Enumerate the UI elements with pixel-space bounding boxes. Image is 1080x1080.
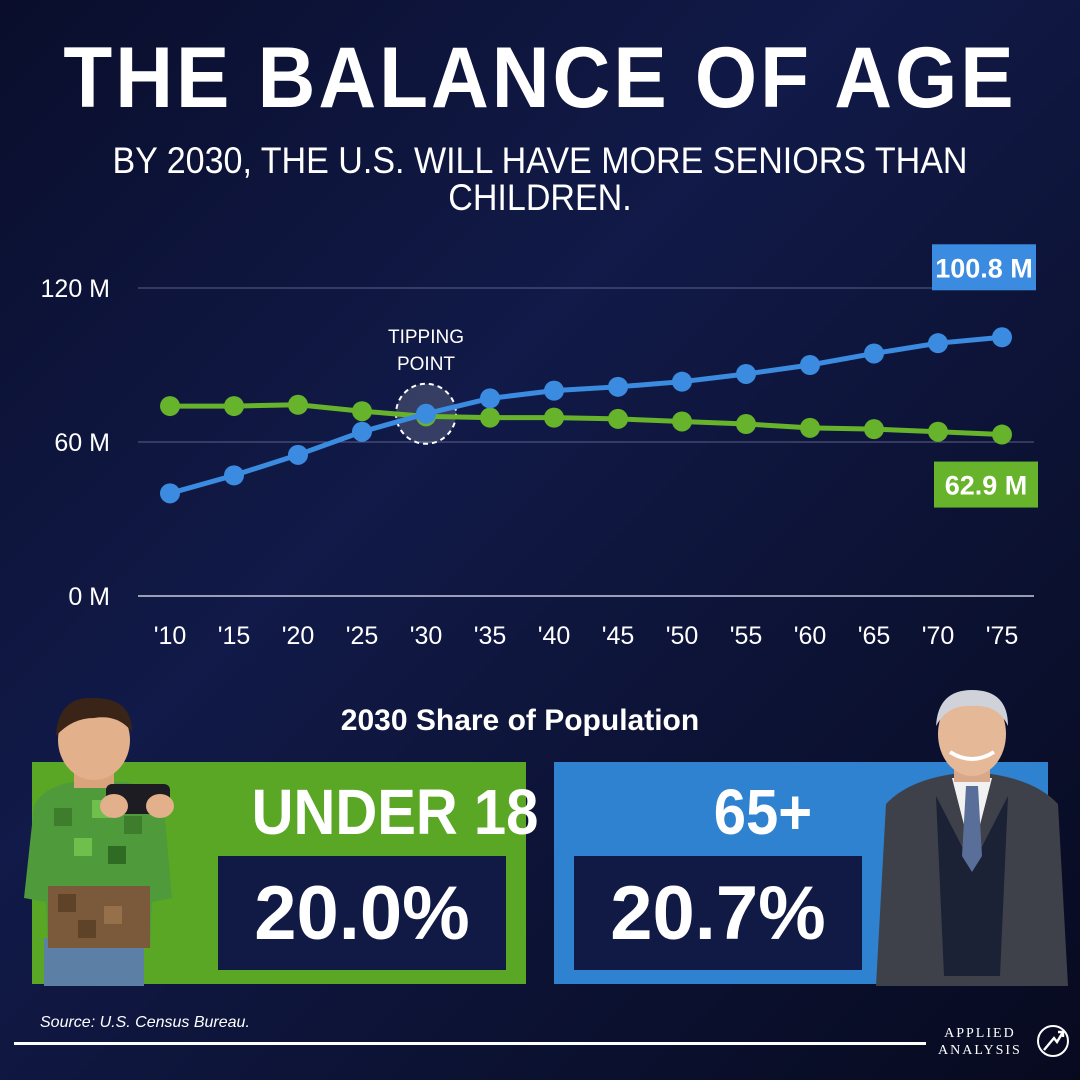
seniors-label: 65+ xyxy=(713,776,813,849)
x-tick-label: '10 xyxy=(154,622,187,650)
series-point xyxy=(416,403,436,424)
series-point xyxy=(864,419,884,440)
under18-value: 20.0% xyxy=(218,856,506,970)
senior-end-label: 100.8 M xyxy=(932,244,1036,291)
child-series xyxy=(160,394,1012,445)
y-tick-label: 0 M xyxy=(68,583,110,611)
series-point xyxy=(544,380,564,401)
child-illustration xyxy=(24,697,174,986)
seniors-value: 20.7% xyxy=(574,856,862,970)
y-tick-label: 60 M xyxy=(54,429,110,457)
series-point xyxy=(160,483,180,504)
annotation-line-2: POINT xyxy=(397,354,455,375)
footer-divider xyxy=(14,1042,926,1045)
series-point xyxy=(352,401,372,422)
x-tick-label: '45 xyxy=(602,622,635,650)
x-tick-label: '55 xyxy=(730,622,763,650)
series-point xyxy=(992,424,1012,445)
x-tick-label: '35 xyxy=(474,622,507,650)
x-tick-label: '50 xyxy=(666,622,699,650)
senior-illustration xyxy=(876,690,1068,986)
x-tick-label: '60 xyxy=(794,622,827,650)
x-tick-label: '40 xyxy=(538,622,571,650)
x-tick-label: '20 xyxy=(282,622,315,650)
series-point xyxy=(928,421,948,442)
x-axis-ticks: '10 '15 '20 '25 '30 '35 '40 '45 '50 '55 '60 '65 '70 '… xyxy=(154,622,1019,650)
brand-line-2: ANALYSIS xyxy=(938,1042,1022,1058)
chart-grid xyxy=(138,287,1034,597)
series-point xyxy=(608,408,628,429)
page-subtitle: BY 2030, THE U.S. WILL HAVE MORE SENIORS… xyxy=(112,140,968,218)
series-point xyxy=(224,396,244,417)
senior-series xyxy=(160,327,1012,504)
end-value-labels: 100.8 M 62.9 M xyxy=(932,244,1038,508)
series-point xyxy=(736,363,756,384)
series-point xyxy=(672,411,692,432)
x-tick-label: '25 xyxy=(346,622,379,650)
series-point xyxy=(352,421,372,442)
annotation-line-1: TIPPING xyxy=(388,327,464,348)
brand-logo-text: APPLIED ANALYSIS xyxy=(938,1026,1022,1060)
series-point xyxy=(672,371,692,392)
page-title: THE BALANCE OF AGE xyxy=(63,29,1017,126)
x-tick-label: '75 xyxy=(986,622,1019,650)
series-point xyxy=(288,394,308,415)
series-point xyxy=(608,376,628,397)
x-tick-label: '70 xyxy=(922,622,955,650)
series-point xyxy=(544,407,564,428)
x-tick-label: '65 xyxy=(858,622,891,650)
series-point xyxy=(224,465,244,486)
arrow-up-circle-icon xyxy=(1037,1025,1069,1057)
series-point xyxy=(864,343,884,364)
series-point xyxy=(800,355,820,375)
child-end-label: 62.9 M xyxy=(934,461,1038,508)
series-point xyxy=(736,414,756,435)
series-point xyxy=(160,396,180,417)
x-tick-label: '15 xyxy=(218,622,251,650)
series-point xyxy=(800,417,820,438)
senior-end-label-text: 100.8 M xyxy=(935,253,1033,283)
series-line xyxy=(169,334,1003,496)
y-axis-ticks: 0 M 60 M 120 M xyxy=(41,275,110,611)
brand-line-1: APPLIED xyxy=(944,1026,1016,1041)
under18-label: UNDER 18 xyxy=(251,776,539,849)
line-chart: 0 M 60 M 120 M '10 '15 '20 '25 '30 '35 '40 '45 '50… xyxy=(41,244,1038,650)
chart-series xyxy=(160,327,1012,504)
series-point xyxy=(928,333,948,354)
source-note: Source: U.S. Census Bureau. xyxy=(40,1014,250,1031)
series-point xyxy=(992,327,1012,348)
series-line xyxy=(170,402,1003,438)
child-end-label-text: 62.9 M xyxy=(945,471,1028,501)
share-title: 2030 Share of Population xyxy=(340,704,700,737)
x-tick-label: '30 xyxy=(410,622,443,650)
senior-end-label-box xyxy=(932,244,1036,291)
series-point xyxy=(288,444,308,465)
series-point xyxy=(480,388,500,409)
series-point xyxy=(480,407,500,428)
child-end-label-box xyxy=(934,461,1038,508)
y-tick-label: 120 M xyxy=(41,275,110,303)
